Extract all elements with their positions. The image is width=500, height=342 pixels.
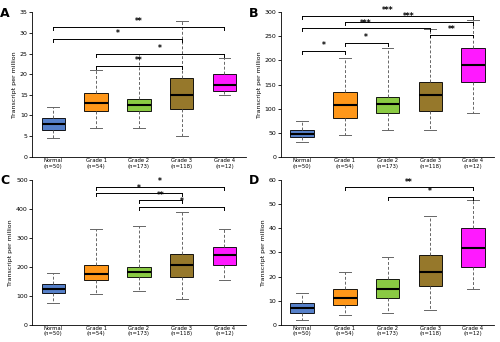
Y-axis label: Transcript per million: Transcript per million <box>257 51 262 118</box>
Text: **: ** <box>156 191 164 200</box>
PathPatch shape <box>462 228 485 267</box>
PathPatch shape <box>290 130 314 137</box>
PathPatch shape <box>333 92 356 118</box>
Text: **: ** <box>448 25 456 34</box>
Text: **: ** <box>135 17 143 26</box>
Y-axis label: Transcript per million: Transcript per million <box>8 219 14 286</box>
Text: *: * <box>322 41 326 50</box>
Text: A: A <box>0 6 10 19</box>
PathPatch shape <box>462 49 485 82</box>
PathPatch shape <box>333 289 356 305</box>
PathPatch shape <box>418 255 442 286</box>
PathPatch shape <box>418 82 442 111</box>
PathPatch shape <box>212 247 236 265</box>
Text: *: * <box>116 29 119 38</box>
Text: *: * <box>158 177 162 186</box>
PathPatch shape <box>290 303 314 313</box>
Text: *: * <box>137 184 141 193</box>
Text: C: C <box>0 174 9 187</box>
PathPatch shape <box>42 118 65 130</box>
PathPatch shape <box>376 96 400 114</box>
PathPatch shape <box>376 279 400 298</box>
PathPatch shape <box>170 78 194 109</box>
Y-axis label: Transcript per million: Transcript per million <box>12 51 17 118</box>
PathPatch shape <box>170 254 194 277</box>
Text: **: ** <box>135 56 143 65</box>
Text: *: * <box>428 187 432 196</box>
Text: ***: *** <box>382 6 394 15</box>
Text: *: * <box>158 44 162 53</box>
PathPatch shape <box>212 74 236 91</box>
Text: B: B <box>248 6 258 19</box>
PathPatch shape <box>84 93 108 111</box>
Text: ***: *** <box>403 12 414 21</box>
PathPatch shape <box>84 265 108 280</box>
Y-axis label: Transcript per million: Transcript per million <box>261 219 266 286</box>
Text: ***: *** <box>360 18 372 27</box>
Text: *: * <box>180 197 184 207</box>
PathPatch shape <box>42 284 65 293</box>
Text: D: D <box>248 174 259 187</box>
PathPatch shape <box>127 267 150 277</box>
Text: *: * <box>364 33 368 42</box>
Text: **: ** <box>405 178 413 187</box>
PathPatch shape <box>127 99 150 111</box>
